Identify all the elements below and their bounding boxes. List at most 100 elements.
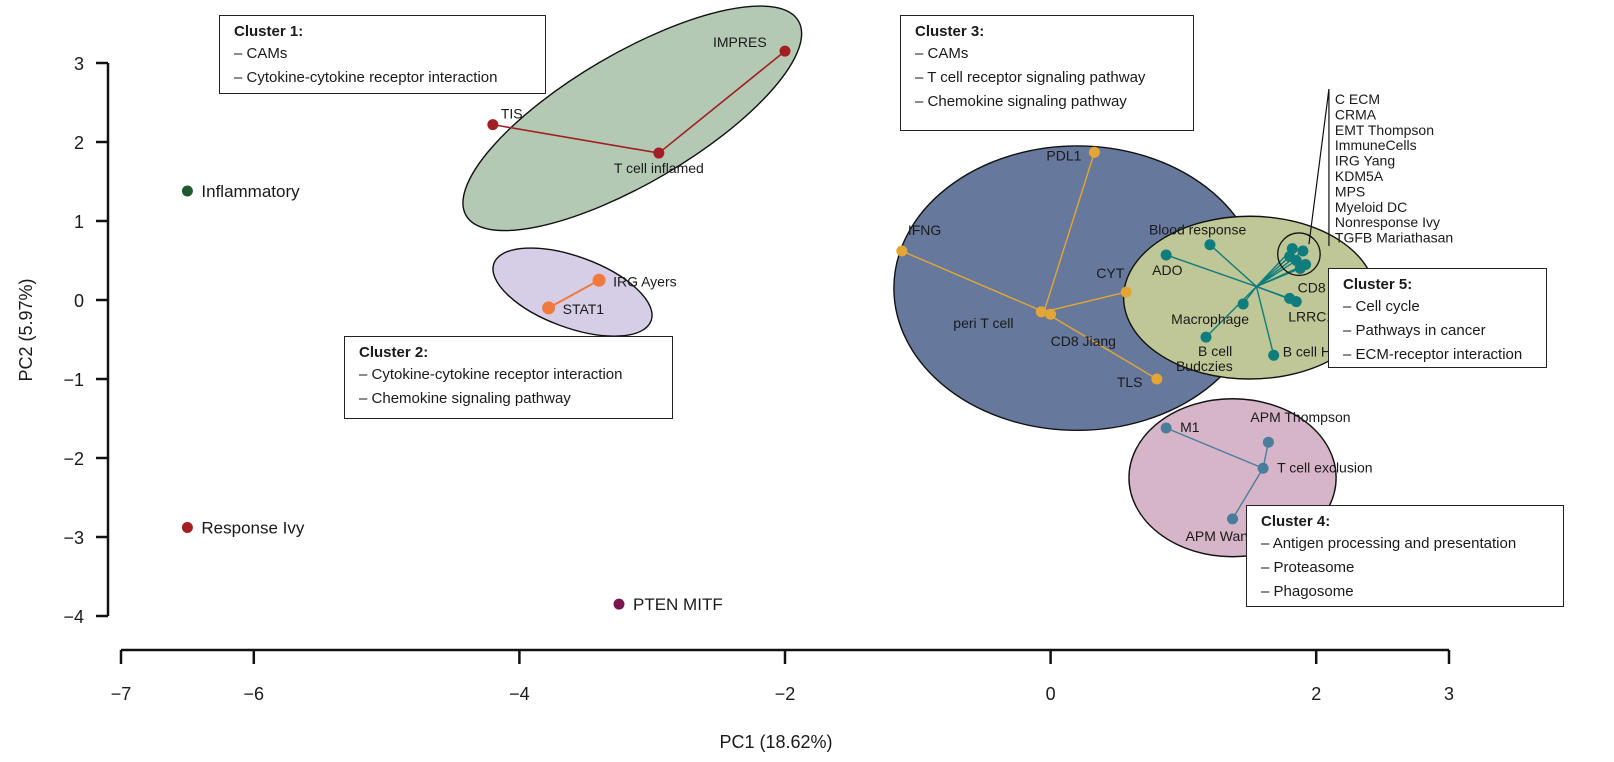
cluster-3-item: CAMs	[915, 42, 1183, 66]
cluster-5-connector	[1255, 286, 1275, 356]
cluster-5-group-label: ImmuneCells	[1335, 137, 1417, 153]
cluster-5-group-label: CRMA	[1335, 106, 1377, 122]
x-tick-label: 0	[1046, 684, 1056, 704]
cluster-4-annotation: Cluster 4: Antigen processing and presen…	[1246, 505, 1564, 607]
x-tick-label: 2	[1311, 684, 1321, 704]
cluster-4-item: Proteasome	[1261, 556, 1553, 580]
cluster-4-point	[1257, 462, 1269, 474]
point-label: IRG Ayers	[613, 273, 677, 289]
cluster-4-connector	[1165, 427, 1264, 469]
cluster-3-point	[1088, 146, 1100, 158]
cluster-5-group-label: TGFB Mariathasan	[1335, 230, 1453, 246]
cluster-2-item: Chemokine signaling pathway	[359, 387, 662, 411]
cluster-5-point	[1200, 331, 1212, 343]
cluster-2-annotation: Cluster 2: Cytokine-cytokine receptor in…	[344, 336, 673, 419]
x-tick-label: −4	[509, 684, 530, 704]
cluster-5-group-label: Myeloid DC	[1335, 199, 1407, 215]
point-label: STAT1	[563, 301, 605, 317]
cluster-3-point	[1035, 306, 1047, 318]
cluster-3-connector	[901, 250, 1045, 313]
cluster-5-connector	[1255, 256, 1291, 288]
cluster-3-point	[1151, 373, 1163, 385]
cluster-3-connector	[1043, 311, 1158, 380]
cluster-5-item: Cell cycle	[1343, 295, 1536, 319]
x-tick-label: 3	[1444, 684, 1454, 704]
cluster-1-item: CAMs	[234, 42, 535, 66]
cluster-3-point	[896, 245, 908, 257]
singleton-label: PTEN MITF	[633, 595, 723, 614]
cluster-4-item: Antigen processing and presentation	[1261, 532, 1553, 556]
cluster-5-group-label: EMT Thompson	[1335, 122, 1434, 138]
cluster-2-connector	[548, 279, 600, 309]
singleton-point	[613, 598, 625, 610]
cluster-3-annotation: Cluster 3: CAMs T cell receptor signalin…	[900, 15, 1194, 131]
singleton-point	[181, 522, 193, 534]
point-label: CD8 Jiang	[1051, 333, 1116, 349]
x-axis-label: PC1 (18.62%)	[719, 732, 832, 752]
cluster-ellipses	[462, 5, 1377, 558]
cluster-5-group-label: C ECM	[1335, 91, 1380, 107]
cluster-5-connector	[1209, 244, 1257, 288]
cluster-5-group-label: KDM5A	[1335, 168, 1384, 184]
point-label: APM Wang	[1186, 528, 1256, 544]
cluster-3-point	[1120, 286, 1132, 298]
point-label: TLS	[1117, 374, 1143, 390]
cluster-1-point	[779, 45, 791, 57]
cluster-1-annotation: Cluster 1: CAMs Cytokine-cytokine recept…	[219, 15, 546, 94]
cluster-5-connector	[1205, 286, 1257, 338]
point-label: CYT	[1096, 265, 1124, 281]
x-tick-label: −6	[244, 684, 265, 704]
point-label: Macrophage	[1171, 311, 1249, 327]
cluster-5-item: ECM-receptor interaction	[1343, 343, 1536, 367]
cluster-2-ellipse	[492, 247, 653, 337]
y-tick-label: −2	[63, 449, 84, 469]
cluster-5-point	[1237, 298, 1249, 310]
cluster-5-connector	[1256, 259, 1297, 288]
y-tick-label: 2	[74, 133, 84, 153]
cluster-5-group-ring	[1277, 232, 1321, 277]
x-tick-label: −7	[111, 684, 132, 704]
cluster-4-point	[1262, 436, 1274, 448]
point-label: IFNG	[908, 222, 941, 238]
cluster-2-point	[592, 273, 606, 287]
singleton-point	[181, 185, 193, 197]
point-label: TIS	[501, 106, 523, 122]
cluster-5-group-label: IRG Yang	[1335, 153, 1395, 169]
point-label: T cell exclusion	[1277, 459, 1372, 475]
cluster-3-point	[1045, 308, 1057, 320]
point-label: T cell inflamed	[614, 160, 704, 176]
cluster-5-group-label: MPS	[1335, 183, 1365, 199]
cluster-5-annotation: Cluster 5: Cell cycle Pathways in cancer…	[1328, 268, 1547, 368]
cluster-1-point	[653, 147, 665, 159]
point-label: M1	[1180, 419, 1200, 435]
cluster-2-title: Cluster 2:	[359, 344, 429, 361]
cluster-3-item: Chemokine signaling pathway	[915, 90, 1183, 114]
cluster-5-point	[1160, 249, 1172, 261]
cluster-3-title: Cluster 3:	[915, 23, 985, 40]
cluster-4-point	[1227, 513, 1239, 525]
cluster-5-connector	[1165, 254, 1257, 288]
point-label: B cell	[1198, 343, 1232, 359]
point-label: Budczies	[1176, 358, 1233, 374]
cluster-5-point	[1284, 251, 1296, 263]
point-label: peri T cell	[953, 315, 1013, 331]
y-tick-label: −4	[63, 607, 84, 627]
cluster-5-point	[1204, 239, 1216, 251]
cluster-2-point	[542, 301, 556, 315]
data-points	[181, 45, 1312, 610]
point-label: APM Thompson	[1250, 409, 1350, 425]
singleton-label: Inflammatory	[201, 182, 300, 201]
cluster-5-group-label: Nonresponse Ivy	[1335, 214, 1440, 230]
cluster-5-point	[1294, 262, 1306, 274]
y-tick-label: 3	[74, 54, 84, 74]
cluster-4-connector	[1231, 467, 1264, 520]
cluster-5-title: Cluster 5:	[1343, 276, 1413, 293]
cluster-1-item: Cytokine-cytokine receptor interaction	[234, 66, 535, 90]
cluster-3-connector	[1043, 152, 1096, 313]
y-tick-label: −3	[63, 528, 84, 548]
cluster-3-connector	[1043, 291, 1127, 313]
cluster-4-title: Cluster 4:	[1261, 513, 1331, 530]
x-tick-label: −2	[775, 684, 796, 704]
cluster-5-connector	[1256, 267, 1301, 288]
